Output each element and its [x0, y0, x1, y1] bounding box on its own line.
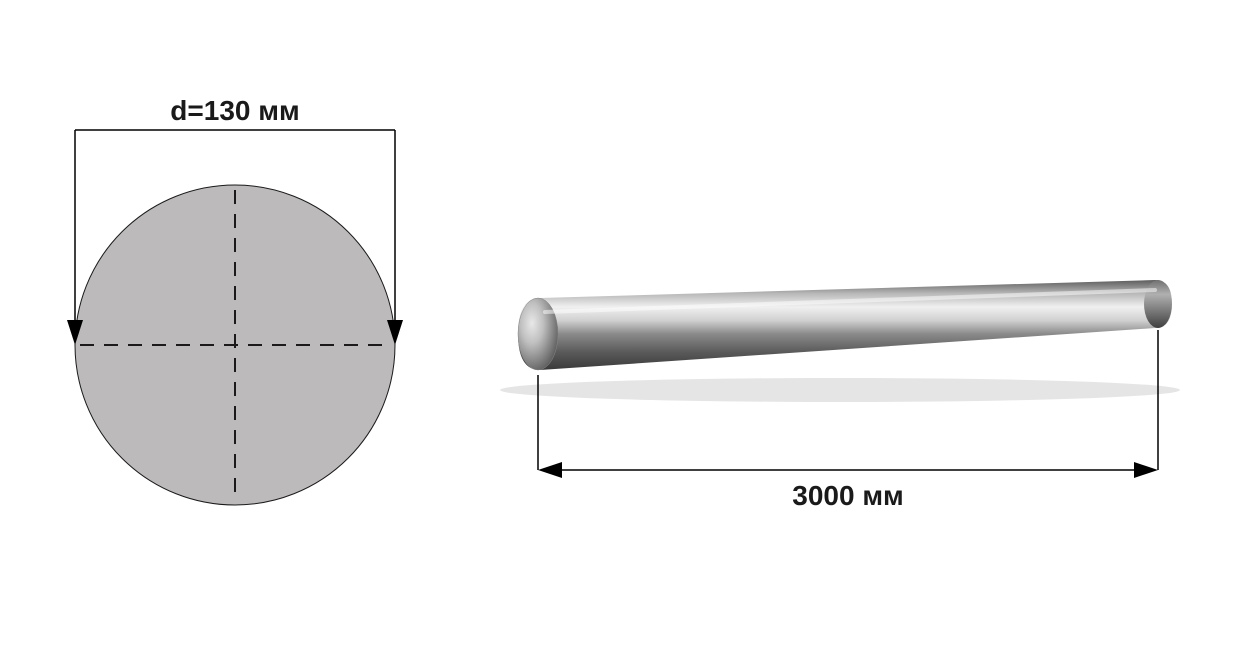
- diameter-label: d=130 мм: [170, 95, 299, 126]
- rod-shadow: [500, 378, 1180, 402]
- diagram-svg: d=130 мм: [0, 0, 1240, 660]
- len-arrow-right: [1134, 462, 1158, 478]
- rod-cap-right: [1144, 280, 1172, 328]
- rod-cap-left: [518, 298, 558, 370]
- rod-group: 3000 мм: [500, 280, 1180, 511]
- len-arrow-left: [538, 462, 562, 478]
- length-label: 3000 мм: [792, 480, 904, 511]
- cross-section-group: d=130 мм: [67, 95, 403, 505]
- technical-diagram-container: d=130 мм: [0, 0, 1240, 660]
